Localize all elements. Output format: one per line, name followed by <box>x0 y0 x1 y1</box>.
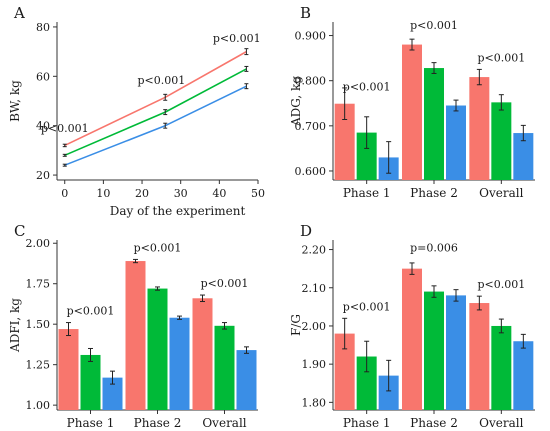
y-tick-label: 1.75 <box>26 278 51 291</box>
p-value-annotation: p<0.001 <box>343 301 391 314</box>
series-line-1 <box>64 50 247 147</box>
bar-3 <box>102 377 123 410</box>
y-tick-label: 1.00 <box>26 399 51 412</box>
x-tick-label: 30 <box>174 187 188 200</box>
bar-2 <box>356 132 377 180</box>
y-tick-label: 2.00 <box>302 320 327 333</box>
p-value-annotation: p<0.001 <box>201 277 249 290</box>
bar-2 <box>147 288 168 410</box>
panel-letter: D <box>300 222 312 240</box>
category-label: Overall <box>479 416 523 430</box>
bar-2 <box>356 356 377 410</box>
y-tick-label: 1.80 <box>302 396 327 409</box>
category-label: Phase 1 <box>343 186 391 200</box>
y-axis-label: F/G <box>289 314 303 336</box>
category-label: Phase 2 <box>410 186 458 200</box>
panel-b: B 0.600 0.700 0.800 0.900 ADG, kg Phase 1 p<0.0… <box>289 4 535 200</box>
bar-2 <box>491 325 512 410</box>
panel-c: C 1.00 1.25 1.50 1.75 2.00 ADFI, kg Phase 1 p<0.… <box>8 222 258 430</box>
y-tick-label: 0.900 <box>295 30 327 43</box>
category-label: Overall <box>202 416 246 430</box>
x-tick-label: 20 <box>135 187 149 200</box>
p-value-annotation: p<0.001 <box>477 278 525 291</box>
bar-3 <box>378 375 399 410</box>
panel-a: A 20 40 60 80 BW, kg 0 10 20 30 40 50 Day of the exp… <box>8 4 265 218</box>
panel-letter: A <box>13 4 25 22</box>
y-tick-label: 2.10 <box>302 282 327 295</box>
y-tick-label: 80 <box>36 21 50 34</box>
x-tick-label: 10 <box>96 187 110 200</box>
y-tick-label: 0.700 <box>295 120 327 133</box>
bar-2 <box>424 68 444 180</box>
bar-1 <box>469 77 490 180</box>
y-tick-label: 1.50 <box>26 318 51 331</box>
x-tick-label: 40 <box>212 187 226 200</box>
p-value-annotation: p<0.001 <box>137 74 185 87</box>
panel-d: D 1.80 1.90 2.00 2.10 2.20 F/G Phase 1 p<0.001 Ph… <box>289 222 535 430</box>
x-tick-label: 0 <box>61 187 68 200</box>
y-axis-label: BW, kg <box>8 80 22 122</box>
y-tick-label: 2.20 <box>302 244 327 257</box>
series-line-3 <box>64 85 247 166</box>
y-tick-label: 40 <box>36 120 50 133</box>
bar-2 <box>491 102 512 180</box>
bar-1 <box>192 298 213 410</box>
bar-1 <box>125 261 146 410</box>
bar-2 <box>214 325 235 410</box>
category-label: Phase 2 <box>410 416 458 430</box>
bar-1 <box>334 333 355 410</box>
category-label: Phase 2 <box>134 416 182 430</box>
bar-3 <box>446 105 466 180</box>
p-value-annotation: p<0.001 <box>477 52 525 65</box>
bar-3 <box>513 133 534 180</box>
category-label: Overall <box>479 186 523 200</box>
p-value-annotation: p<0.001 <box>213 32 261 45</box>
y-tick-label: 1.90 <box>302 358 327 371</box>
bar-3 <box>513 341 534 410</box>
bar-1 <box>334 103 355 180</box>
bar-2 <box>424 291 444 410</box>
p-value-annotation: p<0.001 <box>67 304 115 317</box>
y-tick-label: 2.00 <box>26 237 51 250</box>
bar-3 <box>446 295 466 410</box>
p-value-annotation: p<0.001 <box>41 122 89 135</box>
p-value-annotation: p<0.001 <box>343 81 391 94</box>
p-value-annotation: p=0.006 <box>410 241 458 254</box>
bar-1 <box>402 268 422 410</box>
bar-1 <box>58 329 79 410</box>
x-axis-label: Day of the experiment <box>110 204 246 218</box>
panel-letter: B <box>300 4 311 22</box>
y-axis-label: ADG, kg <box>289 76 303 127</box>
y-tick-label: 0.800 <box>295 75 327 88</box>
panel-letter: C <box>14 222 25 240</box>
y-tick-label: 20 <box>36 169 50 182</box>
y-axis-label: ADFI, kg <box>8 298 22 353</box>
bar-3 <box>236 350 257 410</box>
y-tick-label: 60 <box>36 70 50 83</box>
p-value-annotation: p<0.001 <box>134 241 182 254</box>
bar-1 <box>469 303 490 410</box>
p-value-annotation: p<0.001 <box>410 19 458 32</box>
category-label: Phase 1 <box>343 416 391 430</box>
bar-1 <box>402 44 422 181</box>
x-tick-label: 50 <box>251 187 265 200</box>
y-tick-label: 1.25 <box>26 359 51 372</box>
category-label: Phase 1 <box>67 416 115 430</box>
bar-2 <box>80 354 101 410</box>
bar-3 <box>169 317 190 410</box>
y-tick-label: 0.600 <box>295 165 327 178</box>
